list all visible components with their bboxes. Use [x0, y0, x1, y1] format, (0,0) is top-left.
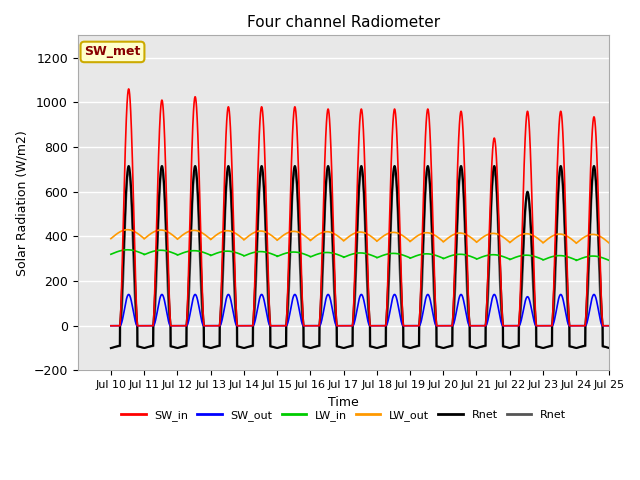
SW_in: [604, 323, 611, 329]
LW_out: [209, 235, 216, 241]
LW_in: [294, 250, 301, 255]
LW_out: [605, 240, 613, 246]
LW_in: [209, 252, 216, 258]
Rnet: [605, 345, 613, 351]
LW_out: [294, 229, 301, 235]
SW_out: [209, 323, 216, 329]
Rnet: [429, 235, 436, 241]
LW_in: [499, 254, 507, 260]
LW_in: [124, 247, 131, 252]
Rnet: [590, 163, 598, 169]
Rnet: [429, 264, 436, 270]
SW_in: [125, 86, 132, 92]
SW_in: [294, 140, 301, 146]
SW_in: [499, 323, 507, 329]
SW_out: [605, 323, 613, 329]
LW_out: [429, 231, 436, 237]
Rnet: [214, 344, 221, 349]
SW_out: [499, 323, 507, 329]
SW_out: [107, 323, 115, 329]
LW_out: [107, 236, 115, 241]
LW_out: [572, 240, 580, 246]
LW_in: [605, 258, 613, 264]
Rnet: [214, 343, 221, 349]
Rnet: [107, 345, 115, 351]
SW_in: [214, 323, 221, 329]
LW_in: [214, 250, 221, 256]
SW_in: [209, 323, 216, 329]
Rnet: [209, 345, 216, 350]
Rnet: [107, 345, 115, 351]
LW_out: [604, 239, 612, 245]
SW_out: [214, 323, 221, 329]
Rnet: [604, 345, 611, 350]
Y-axis label: Solar Radiation (W/m2): Solar Radiation (W/m2): [15, 130, 28, 276]
LW_in: [604, 257, 612, 263]
Rnet: [294, 188, 301, 194]
SW_in: [605, 323, 613, 329]
Line: LW_out: LW_out: [111, 230, 609, 243]
Rnet: [499, 344, 507, 350]
Line: LW_in: LW_in: [111, 250, 609, 261]
LW_in: [572, 258, 580, 264]
Rnet: [590, 169, 598, 175]
SW_out: [429, 309, 436, 314]
SW_out: [590, 291, 598, 297]
Line: SW_out: SW_out: [111, 294, 609, 326]
X-axis label: Time: Time: [328, 396, 359, 408]
LW_in: [107, 252, 115, 257]
Line: Rnet: Rnet: [111, 166, 609, 348]
Line: Rnet: Rnet: [111, 172, 609, 348]
LW_out: [499, 234, 507, 240]
Rnet: [209, 345, 216, 350]
Rnet: [294, 205, 301, 211]
Bar: [77, 102, 609, 192]
LW_out: [124, 227, 131, 233]
Rnet: [604, 345, 611, 350]
SW_in: [107, 323, 115, 329]
Legend: SW_in, SW_out, LW_in, LW_out, Rnet, Rnet: SW_in, SW_out, LW_in, LW_out, Rnet, Rnet: [116, 406, 570, 425]
SW_out: [294, 298, 301, 304]
LW_out: [214, 231, 221, 237]
Title: Four channel Radiometer: Four channel Radiometer: [247, 15, 440, 30]
LW_in: [429, 252, 436, 257]
SW_out: [604, 323, 611, 329]
Rnet: [605, 345, 613, 351]
Text: SW_met: SW_met: [84, 46, 141, 59]
SW_in: [429, 206, 436, 212]
Rnet: [499, 343, 507, 349]
Line: SW_in: SW_in: [111, 89, 609, 326]
